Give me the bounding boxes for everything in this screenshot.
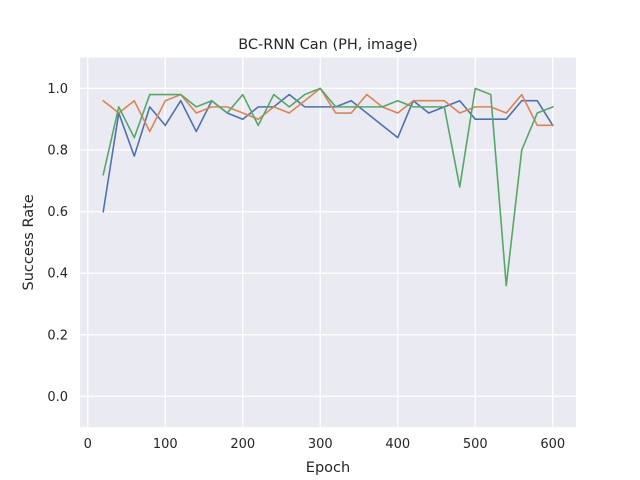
x-axis-label: Epoch bbox=[306, 460, 350, 476]
chart-title: BC-RNN Can (PH, image) bbox=[238, 37, 418, 53]
y-tick-label: 0.2 bbox=[47, 328, 68, 343]
y-tick-label: 0.6 bbox=[47, 205, 68, 220]
x-tick-label: 200 bbox=[230, 437, 255, 452]
x-tick-label: 100 bbox=[153, 437, 178, 452]
series-layer bbox=[102, 87, 554, 287]
x-tick-label: 300 bbox=[308, 437, 333, 452]
y-tick-label: 1.0 bbox=[47, 82, 68, 97]
y-axis-label: Success Rate bbox=[21, 194, 37, 290]
x-tick-label: 500 bbox=[463, 437, 488, 452]
y-tick-label: 0.4 bbox=[47, 267, 68, 282]
y-tick-label: 0.0 bbox=[47, 390, 68, 405]
x-tick-label: 600 bbox=[540, 437, 565, 452]
y-tick-labels: 0.0 0.2 0.4 0.6 0.8 1.0 bbox=[47, 82, 68, 405]
series-line-1 bbox=[102, 93, 554, 213]
x-tick-label: 0 bbox=[84, 437, 92, 452]
y-tick-label: 0.8 bbox=[47, 144, 68, 159]
x-tick-labels: 0 100 200 300 400 500 600 bbox=[84, 437, 566, 452]
series-line-2 bbox=[102, 87, 554, 133]
series-line-3 bbox=[102, 87, 554, 287]
x-tick-label: 400 bbox=[385, 437, 410, 452]
